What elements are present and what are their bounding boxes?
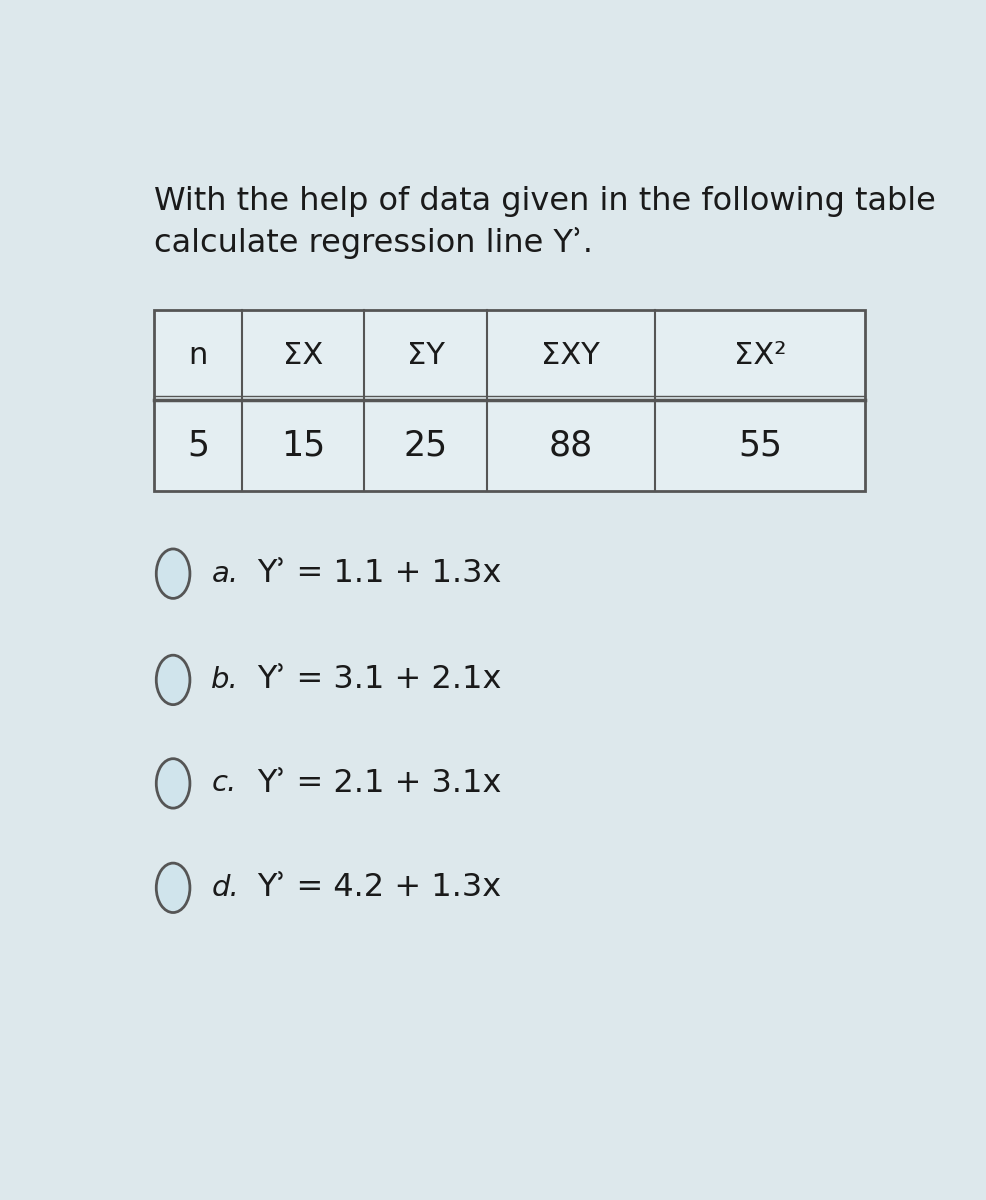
Text: Yʾ = 1.1 + 1.3x: Yʾ = 1.1 + 1.3x	[257, 558, 501, 589]
Ellipse shape	[156, 863, 189, 912]
Text: a.: a.	[211, 559, 239, 588]
Text: d.: d.	[211, 874, 239, 902]
Text: calculate regression line Yʾ.: calculate regression line Yʾ.	[154, 227, 593, 259]
Bar	[154, 311, 865, 401]
Text: ΣXY: ΣXY	[541, 341, 599, 370]
Bar	[154, 401, 865, 491]
Text: With the help of data given in the following table: With the help of data given in the follo…	[154, 186, 935, 216]
Text: n: n	[188, 341, 207, 370]
Text: 15: 15	[281, 428, 325, 462]
Ellipse shape	[156, 655, 189, 704]
Ellipse shape	[156, 758, 189, 808]
Bar	[154, 311, 865, 491]
Text: b.: b.	[211, 666, 239, 694]
Text: 88: 88	[548, 428, 593, 462]
Text: c.: c.	[211, 769, 237, 798]
Text: 55: 55	[738, 428, 781, 462]
Text: ΣY: ΣY	[406, 341, 444, 370]
Text: Yʾ = 3.1 + 2.1x: Yʾ = 3.1 + 2.1x	[257, 665, 501, 696]
Text: Yʾ = 2.1 + 3.1x: Yʾ = 2.1 + 3.1x	[257, 768, 501, 799]
Text: 5: 5	[186, 428, 209, 462]
Text: ΣX: ΣX	[283, 341, 323, 370]
Text: 25: 25	[403, 428, 447, 462]
Text: ΣX²: ΣX²	[734, 341, 786, 370]
Ellipse shape	[156, 548, 189, 599]
Text: Yʾ = 4.2 + 1.3x: Yʾ = 4.2 + 1.3x	[257, 872, 501, 904]
